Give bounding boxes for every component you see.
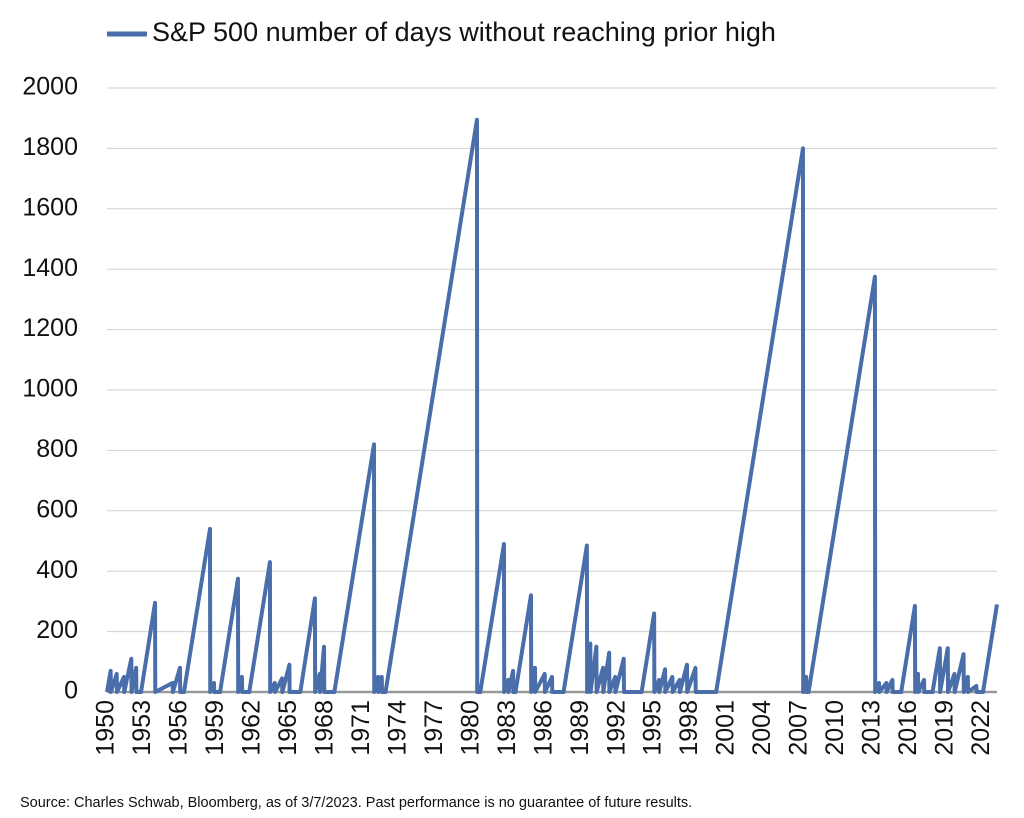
y-tick-label: 1000 (22, 375, 78, 403)
y-tick-label: 800 (36, 435, 78, 463)
y-tick-label: 2000 (22, 73, 78, 101)
x-tick-label: 1980 (456, 700, 484, 756)
data-line (105, 117, 999, 694)
x-tick-label: 2019 (931, 700, 959, 756)
source-note: Source: Charles Schwab, Bloomberg, as of… (20, 795, 692, 811)
x-tick-label: 2004 (748, 700, 776, 756)
x-tick-label: 1995 (639, 700, 667, 756)
x-tick-label: 1986 (529, 700, 557, 756)
x-tick-label: 2001 (712, 700, 740, 756)
x-tick-label: 1968 (310, 700, 338, 756)
y-tick-label: 0 (64, 677, 78, 705)
x-tick-label: 1956 (165, 700, 193, 756)
x-tick-label: 2013 (858, 700, 886, 756)
x-tick-label: 1965 (274, 700, 302, 756)
x-tick-label: 1962 (238, 700, 266, 756)
y-tick-label: 1600 (22, 193, 78, 221)
x-tick-label: 2007 (785, 700, 813, 756)
y-tick-label: 1200 (22, 314, 78, 342)
x-tick-label: 1992 (602, 700, 630, 756)
y-tick-label: 1400 (22, 254, 78, 282)
x-tick-label: 1950 (92, 700, 120, 756)
x-tick-label: 1959 (201, 700, 229, 756)
x-tick-label: 2022 (967, 700, 995, 756)
x-tick-label: 1953 (128, 700, 156, 756)
x-tick-label: 1971 (347, 700, 375, 756)
y-tick-label: 1800 (22, 133, 78, 161)
x-tick-label: 1977 (420, 700, 448, 756)
legend-label: S&P 500 number of days without reaching … (152, 17, 776, 47)
x-tick-label: 2010 (821, 700, 849, 756)
x-tick-label: 1974 (383, 700, 411, 756)
x-tick-label: 1998 (675, 700, 703, 756)
x-tick-label: 2016 (894, 700, 922, 756)
x-tick-label: 1983 (493, 700, 521, 756)
y-tick-label: 200 (36, 616, 78, 644)
y-tick-label: 600 (36, 495, 78, 523)
y-tick-label: 400 (36, 556, 78, 584)
x-tick-label: 1989 (566, 700, 594, 756)
